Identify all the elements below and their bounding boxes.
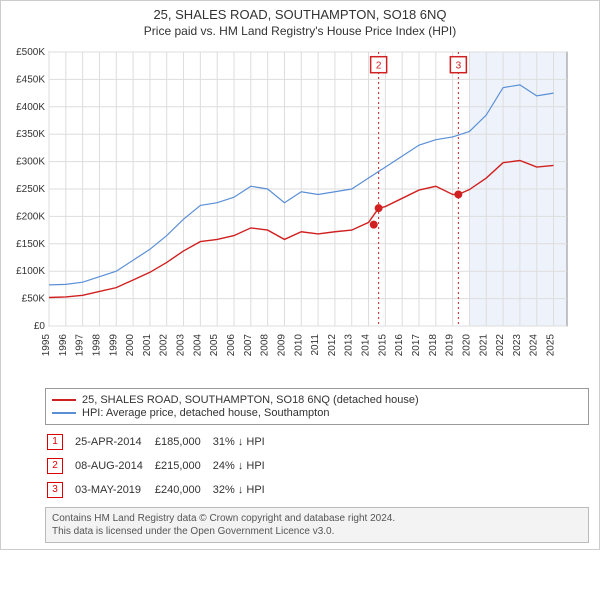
svg-text:2022: 2022 (495, 334, 506, 357)
svg-text:£100K: £100K (16, 266, 45, 277)
chart-title-line1: 25, SHALES ROAD, SOUTHAMPTON, SO18 6NQ (5, 7, 595, 22)
events-table: 1 25-APR-2014£185,00031% ↓ HPI 2 08-AUG-201… (45, 429, 277, 503)
event-marker-icon: 2 (47, 458, 63, 474)
svg-text:2019: 2019 (445, 334, 456, 357)
svg-text:£200K: £200K (16, 211, 45, 222)
event-date: 03-MAY-2019 (75, 479, 153, 501)
svg-text:2011: 2011 (310, 334, 321, 356)
svg-text:2017: 2017 (411, 334, 422, 357)
svg-text:2024: 2024 (529, 334, 540, 357)
svg-text:2001: 2001 (142, 334, 153, 357)
legend-label: HPI: Average price, detached house, Sout… (82, 407, 329, 419)
svg-text:1998: 1998 (91, 334, 102, 357)
svg-text:2016: 2016 (394, 334, 405, 357)
event-marker-icon: 3 (47, 482, 63, 498)
svg-text:2018: 2018 (428, 334, 439, 357)
svg-text:2010: 2010 (293, 334, 304, 357)
svg-text:2003: 2003 (176, 334, 187, 357)
event-date: 08-AUG-2014 (75, 455, 153, 477)
event-date: 25-APR-2014 (75, 431, 153, 453)
event-row: 2 08-AUG-2014£215,00024% ↓ HPI (47, 455, 275, 477)
event-row: 3 03-MAY-2019£240,00032% ↓ HPI (47, 479, 275, 501)
svg-text:£150K: £150K (16, 239, 45, 250)
event-price: £215,000 (155, 455, 211, 477)
svg-text:1997: 1997 (75, 334, 86, 357)
footer-note: Contains HM Land Registry data © Crown c… (45, 507, 589, 543)
event-delta: 31% ↓ HPI (213, 431, 275, 453)
svg-text:£50K: £50K (22, 294, 46, 305)
svg-text:2021: 2021 (478, 334, 489, 357)
svg-text:£300K: £300K (16, 157, 45, 168)
svg-text:3: 3 (456, 61, 462, 72)
svg-text:2007: 2007 (243, 334, 254, 357)
svg-text:£500K: £500K (16, 47, 45, 58)
svg-text:2008: 2008 (260, 334, 271, 357)
svg-text:£0: £0 (34, 321, 46, 332)
price-chart: £0 £50K £100K £150K £200K £250K £300K £350K £400… (1, 42, 581, 382)
chart-title-line2: Price paid vs. HM Land Registry's House … (5, 24, 595, 38)
svg-text:2004: 2004 (192, 334, 203, 357)
svg-text:2015: 2015 (377, 334, 388, 357)
svg-text:£250K: £250K (16, 184, 45, 195)
legend-label: 25, SHALES ROAD, SOUTHAMPTON, SO18 6NQ (… (82, 394, 419, 406)
svg-text:1995: 1995 (41, 334, 52, 357)
event-marker-icon: 1 (47, 434, 63, 450)
event-price: £185,000 (155, 431, 211, 453)
svg-text:2006: 2006 (226, 334, 237, 357)
event-delta: 32% ↓ HPI (213, 479, 275, 501)
svg-text:2020: 2020 (461, 334, 472, 357)
svg-text:£400K: £400K (16, 102, 45, 113)
svg-text:£350K: £350K (16, 129, 45, 140)
svg-text:2013: 2013 (344, 334, 355, 357)
event-delta: 24% ↓ HPI (213, 455, 275, 477)
svg-text:1996: 1996 (58, 334, 69, 357)
svg-text:2014: 2014 (361, 334, 372, 357)
svg-text:1999: 1999 (108, 334, 119, 357)
svg-text:2023: 2023 (512, 334, 523, 357)
legend-swatch (52, 412, 76, 414)
svg-text:2000: 2000 (125, 334, 136, 357)
svg-text:£450K: £450K (16, 74, 45, 85)
legend-swatch (52, 399, 76, 401)
plot-area: £0 £50K £100K £150K £200K £250K £300K £350K £400… (1, 42, 599, 382)
event-price: £240,000 (155, 479, 211, 501)
svg-text:2025: 2025 (546, 334, 557, 357)
legend: 25, SHALES ROAD, SOUTHAMPTON, SO18 6NQ (… (45, 388, 589, 425)
footer-line2: This data is licensed under the Open Gov… (52, 525, 582, 538)
svg-text:2: 2 (376, 61, 382, 72)
legend-item: 25, SHALES ROAD, SOUTHAMPTON, SO18 6NQ (… (52, 394, 582, 406)
event-row: 1 25-APR-2014£185,00031% ↓ HPI (47, 431, 275, 453)
chart-titles: 25, SHALES ROAD, SOUTHAMPTON, SO18 6NQ P… (1, 1, 599, 42)
svg-text:2002: 2002 (159, 334, 170, 357)
footer-line1: Contains HM Land Registry data © Crown c… (52, 512, 582, 525)
legend-item: HPI: Average price, detached house, Sout… (52, 407, 582, 419)
svg-text:2005: 2005 (209, 334, 220, 357)
chart-container: 25, SHALES ROAD, SOUTHAMPTON, SO18 6NQ P… (0, 0, 600, 550)
svg-text:2009: 2009 (276, 334, 287, 357)
svg-text:2012: 2012 (327, 334, 338, 357)
